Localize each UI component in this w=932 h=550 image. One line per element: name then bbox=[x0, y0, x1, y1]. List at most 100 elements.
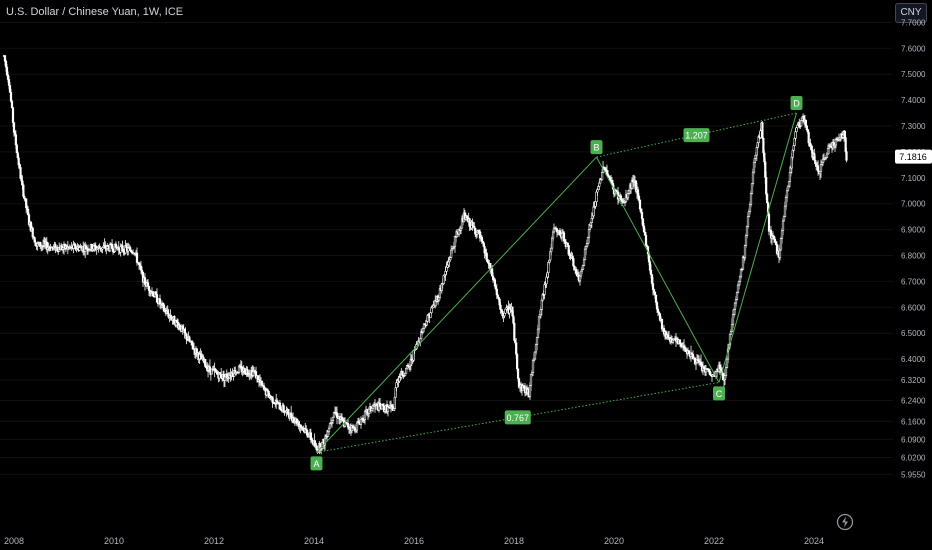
candle-body bbox=[346, 422, 350, 428]
y-tick-label: 5.9550 bbox=[901, 470, 926, 479]
y-tick-label: 6.7000 bbox=[901, 277, 926, 286]
candle-body bbox=[111, 248, 115, 252]
candle-body bbox=[783, 205, 787, 217]
candle-body bbox=[639, 208, 643, 213]
candle-body bbox=[5, 66, 9, 76]
candle-body bbox=[110, 243, 114, 249]
pattern-leg bbox=[718, 112, 797, 383]
candle-body bbox=[626, 193, 630, 199]
y-tick-label: 7.4000 bbox=[901, 96, 926, 105]
candle-body bbox=[579, 270, 583, 277]
candle-body bbox=[761, 122, 764, 139]
candle-body bbox=[650, 274, 654, 284]
candle-body bbox=[404, 372, 407, 376]
point-label-box bbox=[310, 456, 323, 471]
candle-body bbox=[592, 206, 595, 217]
candle-body bbox=[642, 225, 646, 233]
candle-body bbox=[328, 423, 332, 429]
candle-body bbox=[4, 60, 8, 68]
candle-body bbox=[493, 279, 497, 287]
candle-body bbox=[585, 243, 589, 247]
candle-body bbox=[723, 375, 727, 380]
candle-body bbox=[804, 119, 807, 127]
candle-body bbox=[785, 190, 789, 198]
candle-body bbox=[735, 292, 739, 300]
candle-body bbox=[581, 265, 585, 270]
candle-body bbox=[641, 218, 645, 227]
candle-body bbox=[648, 261, 652, 271]
candle-body bbox=[9, 91, 13, 102]
y-tick-label: 7.0000 bbox=[901, 200, 926, 209]
candle-body bbox=[784, 196, 788, 207]
candle-body bbox=[584, 246, 588, 250]
point-label-box bbox=[713, 386, 725, 401]
currency-button[interactable]: CNY bbox=[895, 3, 927, 23]
candle-body bbox=[825, 153, 829, 158]
candle-body bbox=[826, 147, 830, 155]
candle-body bbox=[725, 358, 729, 368]
y-tick-label: 7.1000 bbox=[901, 174, 926, 183]
candle-body bbox=[651, 283, 655, 290]
candle-body bbox=[773, 238, 777, 242]
price-axis[interactable]: 7.70007.60007.50007.40007.30007.20007.10… bbox=[895, 18, 932, 479]
candle-body bbox=[702, 366, 706, 370]
y-tick-label: 6.9000 bbox=[901, 226, 926, 235]
candle-body bbox=[367, 408, 371, 414]
candle-body bbox=[155, 294, 159, 303]
candle-body bbox=[749, 193, 753, 205]
candle-body bbox=[743, 245, 747, 258]
candle-body bbox=[582, 259, 586, 266]
candle-body bbox=[601, 172, 604, 181]
candle-body bbox=[734, 299, 738, 304]
candle-body bbox=[737, 281, 741, 286]
candle-body bbox=[572, 258, 575, 267]
candle-body bbox=[748, 204, 752, 212]
candle-body bbox=[608, 177, 612, 181]
x-tick-label: 2008 bbox=[4, 536, 24, 546]
y-tick-label: 6.8000 bbox=[901, 252, 926, 261]
x-tick-label: 2012 bbox=[204, 536, 224, 546]
candle-body bbox=[767, 213, 771, 232]
candle-body bbox=[243, 367, 246, 374]
candle-body bbox=[56, 246, 59, 250]
candle-body bbox=[355, 422, 359, 431]
y-tick-label: 6.6000 bbox=[901, 303, 926, 312]
candle-body bbox=[786, 185, 790, 192]
chart-title: U.S. Dollar / Chinese Yuan, 1W, ICE bbox=[6, 6, 184, 18]
candle-body bbox=[501, 311, 504, 317]
candle-body bbox=[640, 211, 644, 219]
candle-body bbox=[370, 408, 374, 411]
candle-body bbox=[260, 381, 264, 386]
time-axis[interactable]: 2008 2010 2012 2014 2016 2018 2020 2022 2024 bbox=[4, 536, 824, 546]
candle-body bbox=[208, 366, 212, 371]
x-tick-label: 2016 bbox=[404, 536, 424, 546]
candle-body bbox=[533, 351, 537, 360]
candle-body bbox=[605, 170, 609, 175]
candle-body bbox=[3, 55, 7, 62]
grid-layer bbox=[0, 21, 893, 475]
point-label: B bbox=[593, 143, 599, 153]
candle-body bbox=[637, 195, 641, 201]
candle-body bbox=[586, 237, 590, 244]
candle-body bbox=[326, 431, 330, 437]
y-tick-label: 7.3000 bbox=[901, 122, 926, 131]
lightning-bolt-icon[interactable] bbox=[836, 513, 854, 531]
ratio-label: 1.207 bbox=[685, 131, 708, 141]
y-tick-label: 6.2400 bbox=[901, 397, 926, 406]
ratio-label-box bbox=[504, 410, 531, 425]
candle-body bbox=[139, 265, 143, 271]
pattern-leg bbox=[596, 156, 720, 383]
candle-body bbox=[656, 308, 660, 313]
candle-body bbox=[753, 158, 757, 163]
candle-body bbox=[759, 130, 762, 138]
candle-body bbox=[504, 308, 507, 314]
candle-body bbox=[468, 218, 471, 227]
last-price-label: 7.1816 bbox=[899, 152, 927, 162]
candle-body bbox=[679, 343, 683, 347]
candle-body bbox=[178, 324, 182, 330]
candle-body bbox=[718, 364, 722, 370]
candle-body bbox=[331, 416, 335, 421]
candle-body bbox=[731, 314, 735, 325]
candle-body bbox=[708, 371, 712, 376]
